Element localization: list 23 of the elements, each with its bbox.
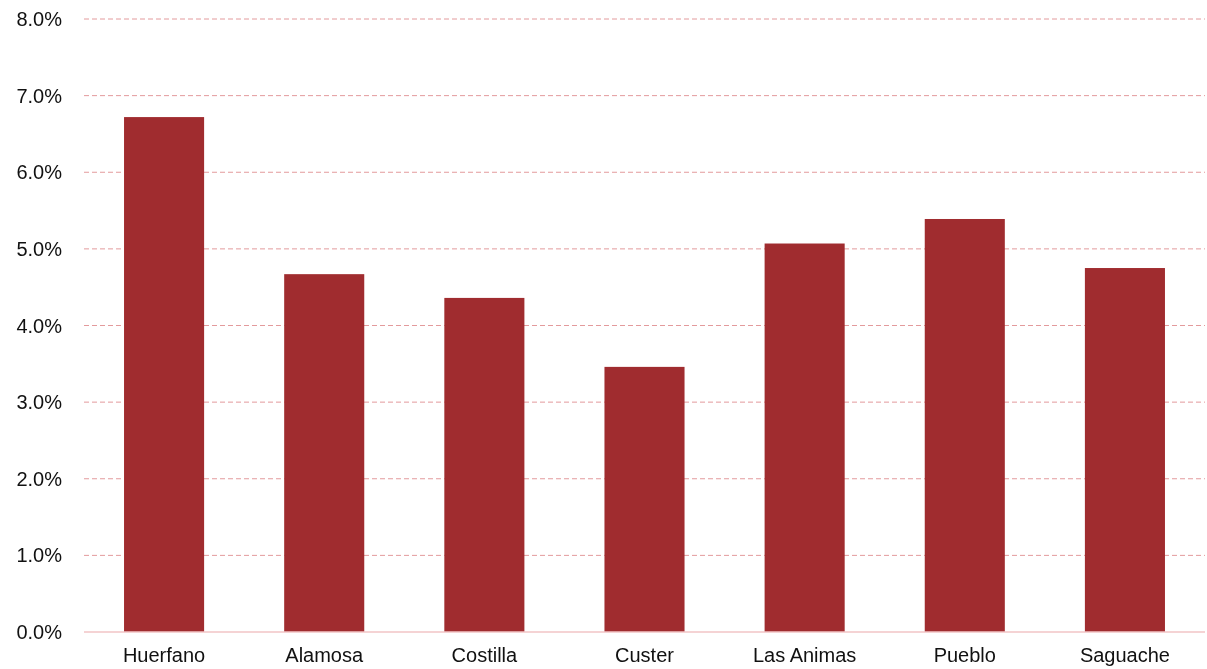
y-tick-label: 5.0% [16, 237, 63, 260]
y-tick-label: 6.0% [16, 161, 63, 184]
x-tick-label: Pueblo [933, 644, 996, 666]
bar [444, 297, 525, 632]
bar [924, 218, 1005, 632]
y-tick-label: 3.0% [16, 391, 63, 414]
y-tick-label: 0.0% [16, 621, 63, 643]
bar [124, 117, 205, 632]
y-tick-label: 1.0% [16, 544, 63, 567]
y-tick-label: 8.0% [16, 8, 63, 30]
bar [764, 243, 845, 632]
x-tick-label: Las Animas [752, 644, 857, 666]
x-tick-label: Huerfano [122, 644, 206, 666]
x-tick-label: Costilla [451, 644, 519, 666]
x-tick-label: Saguache [1079, 644, 1170, 666]
x-tick-label: Custer [615, 644, 675, 666]
y-tick-label: 7.0% [16, 84, 63, 107]
bar [284, 274, 365, 632]
bar [604, 366, 685, 632]
y-tick-label: 2.0% [16, 467, 63, 490]
x-tick-label: Alamosa [285, 644, 364, 666]
bar [1084, 268, 1165, 632]
y-tick-label: 4.0% [16, 314, 63, 337]
